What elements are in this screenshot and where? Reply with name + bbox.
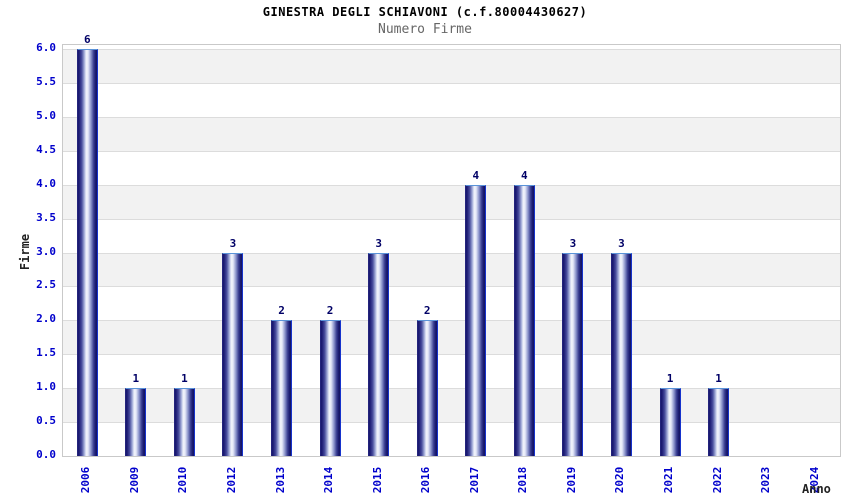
bar: [173, 388, 195, 456]
chart-title: GINESTRA DEGLI SCHIAVONI (c.f.8000443062…: [262, 5, 588, 19]
x-tick-label: 2021: [662, 466, 676, 494]
bar-value-label: 6: [83, 33, 91, 46]
bar: [222, 252, 244, 456]
x-tick-label: 2018: [516, 466, 530, 494]
bar: [610, 252, 632, 456]
plot-band: [63, 116, 840, 151]
bar-value-label: 1: [181, 372, 188, 386]
y-tick-label: 0.0: [36, 448, 56, 461]
x-tick-label: 2010: [176, 466, 190, 494]
x-tick-label: 2019: [564, 466, 578, 494]
plot-band: [63, 150, 840, 185]
x-tick-label: 2012: [224, 466, 238, 494]
y-tick-label: 5.0: [36, 108, 56, 122]
plot-band: [63, 218, 840, 253]
plot-band: [63, 286, 840, 321]
x-tick-label: 2013: [273, 466, 287, 494]
bar: [465, 184, 487, 456]
x-tick-label: 2009: [127, 466, 141, 494]
y-tick-label: 4.0: [36, 176, 56, 190]
bar-value-label: 1: [132, 372, 140, 386]
bar: [271, 320, 293, 456]
bar: [125, 388, 147, 456]
plot-band: [63, 354, 840, 389]
plot-band: [63, 320, 840, 355]
x-tick-label: 2020: [613, 466, 627, 494]
y-tick-label: 2.5: [36, 278, 56, 292]
y-tick-label: 1.0: [36, 380, 56, 394]
plot-area: 6 1 1 3 2 2 3 2 4 4 3 3 1 1: [62, 33, 841, 457]
bar: [319, 320, 341, 456]
bar-value-label: 2: [326, 304, 334, 318]
bar-value-label: 3: [229, 236, 237, 250]
plot-band: [63, 49, 840, 83]
y-tick-label: 5.5: [36, 74, 56, 88]
x-tick-label: 2023: [759, 466, 773, 494]
bar-value-label: 3: [569, 236, 577, 250]
bar: [513, 184, 535, 456]
bar: [708, 388, 730, 456]
y-tick-label: 1.5: [36, 346, 56, 360]
x-tick-label: 2015: [370, 466, 384, 494]
x-tick-label: 2006: [79, 466, 93, 494]
y-tick-label: 6.0: [36, 41, 56, 54]
bar-value-label: 1: [666, 372, 674, 386]
bar: [416, 320, 438, 456]
plot-band: [63, 82, 840, 117]
x-tick-label: 2014: [322, 466, 336, 494]
x-tick-label: 2017: [467, 466, 481, 494]
bar-value-label: 1: [715, 372, 722, 386]
bar-value-label: 3: [375, 236, 382, 250]
y-tick-label: 3.0: [36, 244, 56, 258]
y-tick-label: 3.5: [36, 210, 56, 224]
bar: [562, 252, 584, 456]
x-tick-label: 2022: [710, 466, 724, 494]
bar-value-label: 3: [618, 236, 625, 250]
y-tick-label: 4.5: [36, 142, 56, 156]
y-tick-label: 2.0: [36, 312, 56, 326]
bar: [76, 49, 98, 456]
plot-band: [63, 184, 840, 219]
y-tick-label: 0.5: [36, 414, 56, 428]
chart-subtitle: Numero Firme: [378, 22, 472, 37]
bar-value-label: 4: [521, 168, 528, 182]
bar-value-label: 2: [423, 304, 431, 318]
bar-value-label: 2: [278, 304, 285, 318]
bar: [368, 252, 390, 456]
x-axis-title: Anno: [802, 482, 831, 496]
bar-value-label: 4: [472, 168, 480, 182]
plot-band: [63, 252, 840, 287]
bar: [659, 388, 681, 456]
x-tick-label: 2016: [419, 466, 433, 494]
